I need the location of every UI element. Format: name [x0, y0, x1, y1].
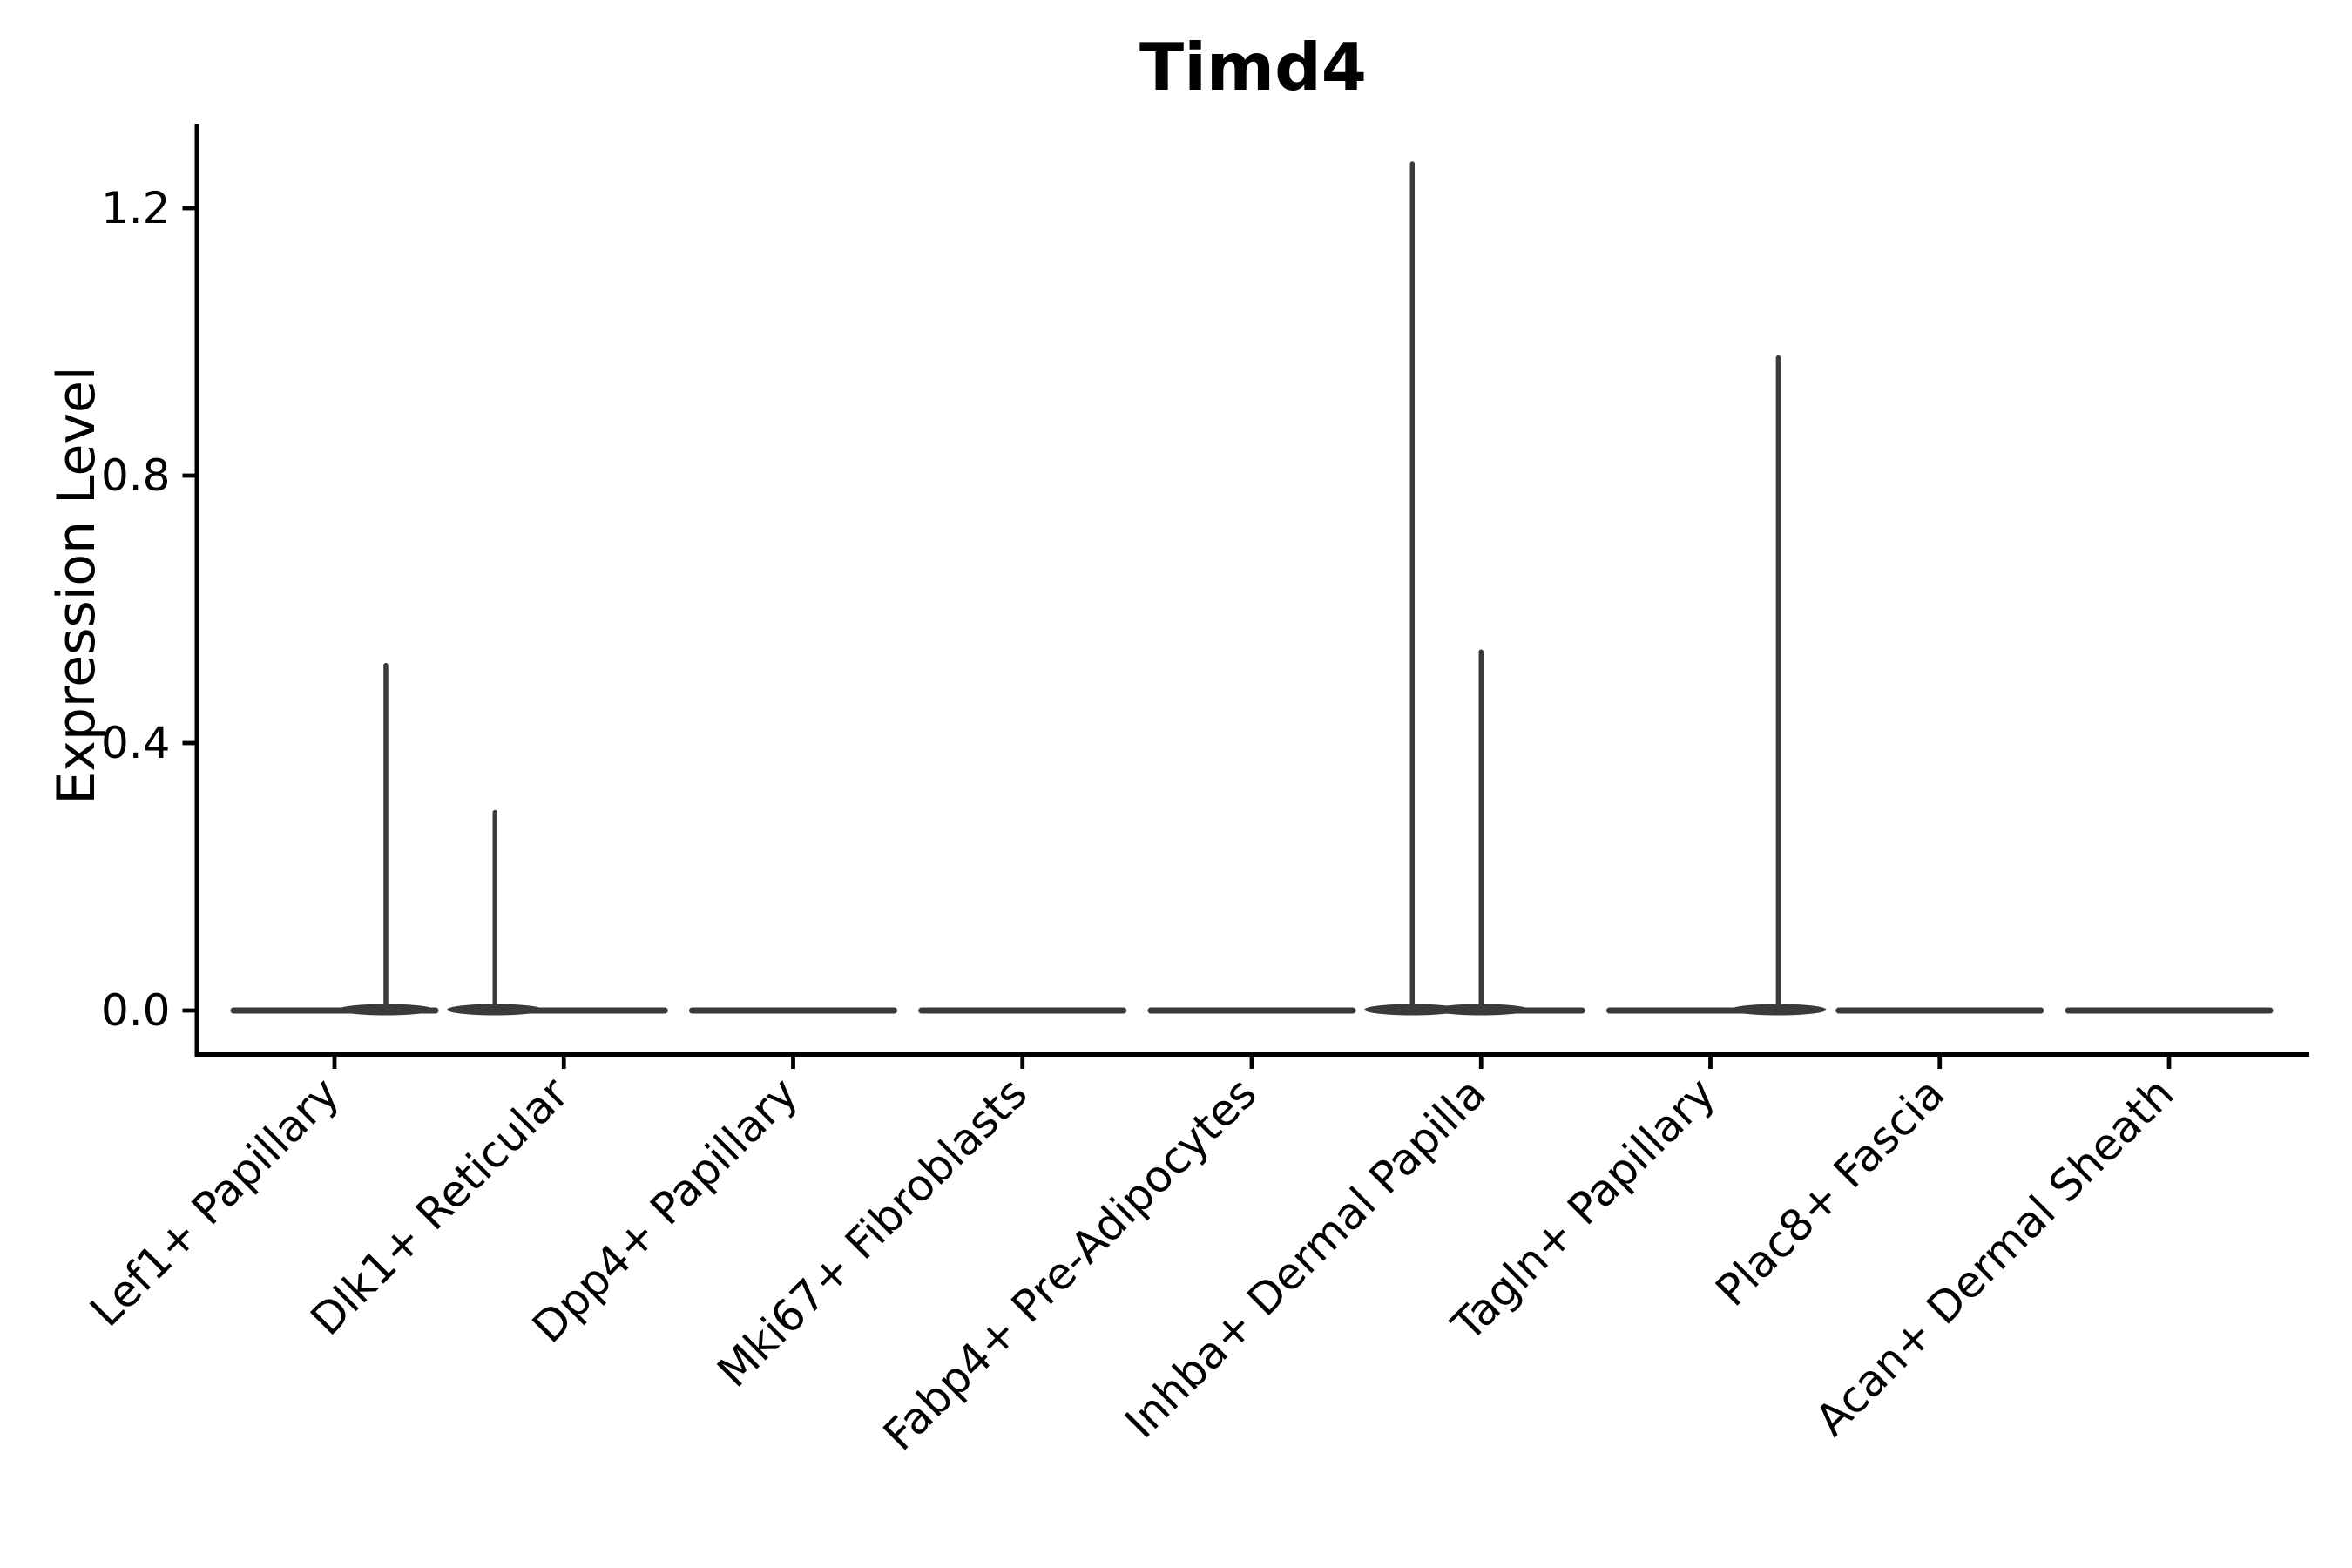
y-axis-spine — [194, 124, 199, 1057]
chart-title: Timd4 — [1139, 29, 1367, 105]
x-tick — [1249, 1057, 1254, 1069]
violin-baseline — [1147, 1007, 1356, 1014]
violin-baseline — [689, 1007, 897, 1014]
y-tick-label: 0.4 — [101, 718, 171, 768]
x-tick — [1478, 1057, 1484, 1069]
y-tick — [182, 206, 195, 211]
violin-max-spike — [1409, 161, 1416, 1010]
violin-baseline — [459, 1007, 668, 1014]
violin-baseline — [1606, 1007, 1815, 1014]
violin-max-spike — [383, 662, 389, 1010]
x-tick — [1937, 1057, 1943, 1069]
x-tick-label: Lef1+ Papillary — [80, 1068, 348, 1336]
y-tick — [182, 740, 195, 746]
x-tick — [2166, 1057, 2172, 1069]
x-tick — [1020, 1057, 1025, 1069]
y-tick-label: 0.0 — [101, 985, 171, 1036]
y-tick — [182, 1008, 195, 1013]
x-tick — [1708, 1057, 1713, 1069]
x-tick-label: Fabp4+ Pre-Adipocytes — [874, 1068, 1267, 1461]
violin-max-spike — [492, 809, 498, 1010]
violin-max-spike — [1775, 355, 1781, 1011]
x-tick — [561, 1057, 566, 1069]
y-tick-label: 1.2 — [101, 183, 171, 233]
x-tick-label: Plac8+ Fascia — [1707, 1068, 1955, 1316]
violin-max-spike — [1478, 649, 1484, 1010]
violin-baseline — [230, 1007, 439, 1014]
violin-baseline — [1835, 1007, 2044, 1014]
x-tick — [791, 1057, 795, 1069]
violin-baseline — [2065, 1007, 2274, 1014]
y-tick-label: 0.8 — [101, 450, 171, 501]
violin-baseline — [918, 1007, 1127, 1014]
y-tick — [182, 473, 195, 478]
x-axis-spine — [194, 1052, 2309, 1057]
x-tick — [332, 1057, 337, 1069]
